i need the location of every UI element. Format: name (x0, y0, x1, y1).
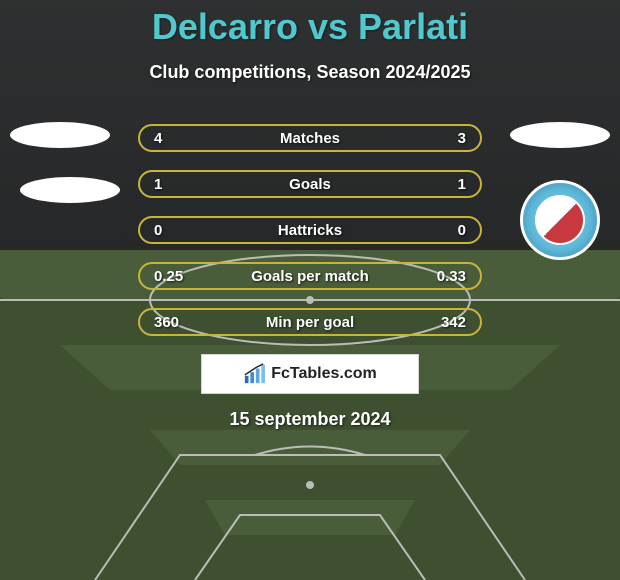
stat-right-value: 342 (441, 314, 466, 331)
stat-left-value: 1 (154, 176, 162, 193)
stat-label: Matches (140, 130, 480, 147)
stat-row-goals: 1 Goals 1 (138, 170, 482, 198)
emblem-inner-icon (535, 195, 585, 245)
stat-right-value: 0.33 (437, 268, 466, 285)
stat-right-value: 1 (458, 176, 466, 193)
logo-text: FcTables.com (271, 365, 377, 383)
stat-label: Goals (140, 176, 480, 193)
stat-label: Hattricks (140, 222, 480, 239)
stat-left-value: 360 (154, 314, 179, 331)
right-placeholder-1 (510, 122, 610, 148)
stat-left-value: 4 (154, 130, 162, 147)
fctables-logo[interactable]: FcTables.com (201, 354, 419, 394)
right-team-emblem (520, 180, 600, 260)
stats-container: 4 Matches 3 1 Goals 1 0 Hattricks 0 0.25… (138, 124, 482, 354)
stat-row-matches: 4 Matches 3 (138, 124, 482, 152)
stat-right-value: 3 (458, 130, 466, 147)
stat-row-goals-per-match: 0.25 Goals per match 0.33 (138, 262, 482, 290)
left-placeholder-2 (20, 177, 120, 203)
stat-label: Goals per match (140, 268, 480, 285)
date-label: 15 september 2024 (0, 409, 620, 430)
bar-chart-icon (243, 363, 265, 385)
stat-row-hattricks: 0 Hattricks 0 (138, 216, 482, 244)
left-placeholder-1 (10, 122, 110, 148)
stat-label: Min per goal (140, 314, 480, 331)
stat-right-value: 0 (458, 222, 466, 239)
page-title: Delcarro vs Parlati (0, 6, 620, 48)
subtitle: Club competitions, Season 2024/2025 (0, 62, 620, 83)
stat-left-value: 0 (154, 222, 162, 239)
stat-left-value: 0.25 (154, 268, 183, 285)
stat-row-min-per-goal: 360 Min per goal 342 (138, 308, 482, 336)
